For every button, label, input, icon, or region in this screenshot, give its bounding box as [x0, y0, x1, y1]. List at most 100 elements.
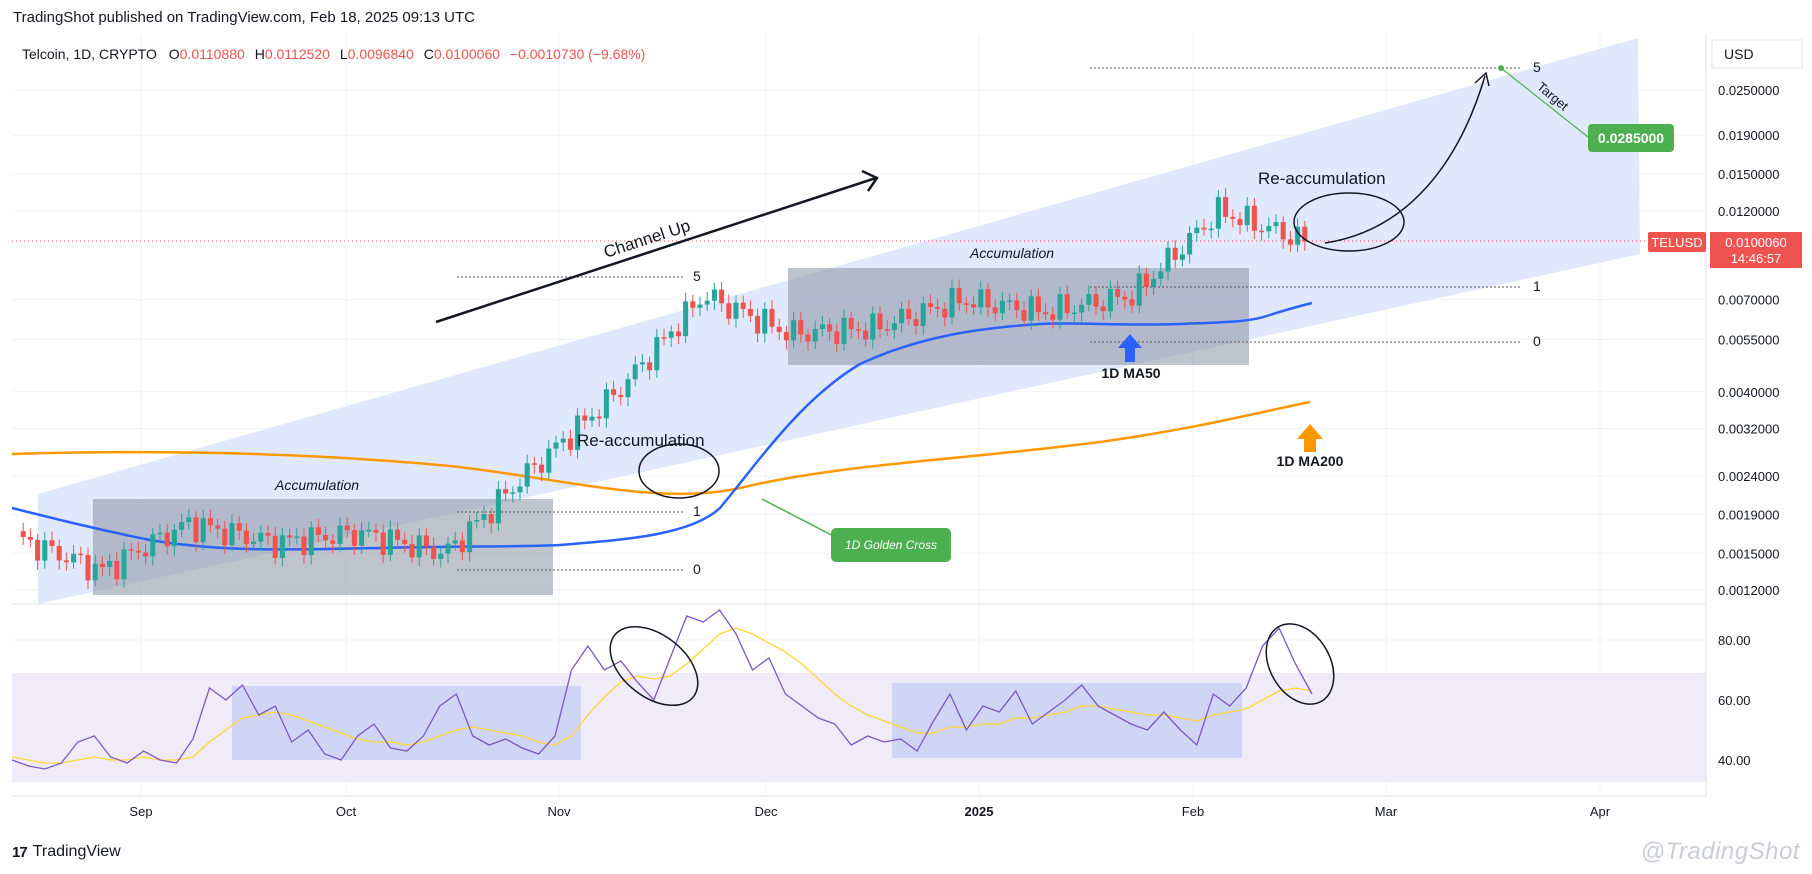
candle-body: [495, 489, 501, 524]
candle-body: [431, 546, 437, 560]
reaccumulation-label-2: Re-accumulation: [1258, 169, 1386, 188]
candle-body: [1136, 273, 1142, 306]
price-tick: 0.0040000: [1718, 385, 1779, 400]
candle-body: [711, 289, 717, 301]
rsi-tick: 60.00: [1718, 693, 1751, 708]
candle-body: [791, 320, 797, 341]
candle-body: [143, 552, 149, 557]
candle-body: [99, 563, 105, 567]
candle-body: [1050, 314, 1056, 320]
price-tag-symbol: [1648, 232, 1706, 252]
candle-body: [978, 289, 984, 308]
channel-up-arrowhead: [861, 169, 879, 192]
fib-b-top: 5: [1533, 59, 1541, 75]
fib-b-zero: 0: [1533, 333, 1541, 349]
price-tick: 0.0012000: [1718, 583, 1779, 598]
candle-body: [906, 308, 912, 320]
fib-a-top: 5: [693, 268, 701, 284]
candle-body: [603, 389, 609, 419]
candle-body: [445, 543, 451, 554]
candle-body: [1273, 222, 1279, 227]
ma200-line: [11, 400, 1311, 496]
legend-c-label: C: [424, 46, 434, 62]
candle-body: [215, 525, 221, 529]
candle-body: [639, 362, 645, 365]
rsi-axis[interactable]: 80.00 60.00 40.00: [1718, 633, 1751, 768]
candle-body: [459, 540, 465, 553]
ma50-label: 1D MA50: [1101, 365, 1160, 381]
candle-body: [301, 536, 307, 556]
candle-body: [899, 308, 905, 324]
time-tick: Sep: [129, 804, 152, 819]
golden-cross-box[interactable]: [831, 528, 951, 562]
candle-body: [128, 549, 134, 551]
golden-cross-text: 1D Golden Cross: [845, 538, 937, 552]
tradingview-logo[interactable]: 17 TradingView: [12, 843, 121, 861]
price-tick: 0.0250000: [1718, 83, 1779, 98]
candle-body: [193, 517, 199, 543]
candle-body: [827, 324, 833, 332]
candle-body: [1122, 296, 1128, 300]
candle-body: [726, 303, 732, 319]
rsi-circle-1: [609, 625, 699, 707]
time-tick: Apr: [1590, 804, 1611, 819]
candle-body: [135, 550, 141, 553]
candle-body: [63, 560, 69, 563]
candle-body: [229, 523, 235, 546]
candle-body: [719, 289, 725, 304]
candle-body: [1079, 304, 1085, 313]
candle-body: [632, 364, 638, 380]
candle-body: [114, 560, 120, 580]
candle-body: [503, 489, 509, 494]
candle-body: [200, 518, 206, 543]
candle-body: [762, 308, 768, 334]
candle-body: [1194, 227, 1200, 234]
candle-body: [1223, 197, 1229, 217]
candle-body: [323, 534, 329, 541]
legend-symbol: Telcoin, 1D, CRYPTO: [22, 46, 157, 62]
currency-button[interactable]: [1711, 39, 1803, 69]
candle-body: [863, 330, 869, 340]
candle-body: [49, 540, 55, 546]
candle-body: [819, 324, 825, 329]
candle-body: [877, 313, 883, 330]
candle-body: [992, 307, 998, 314]
candle-body: [258, 532, 264, 542]
reaccumulation-circle-2: [1293, 192, 1405, 252]
candle-body: [913, 319, 919, 327]
candle-body: [668, 331, 674, 338]
candle-body: [884, 329, 890, 331]
rsi-tick: 80.00: [1718, 633, 1751, 648]
ma200-label: 1D MA200: [1277, 453, 1344, 469]
candle-body: [1014, 300, 1020, 311]
time-tick: 2025: [965, 804, 994, 819]
candle-body: [222, 528, 228, 546]
candle-body: [1179, 254, 1185, 260]
price-tick: 0.0024000: [1718, 469, 1779, 484]
target-price-box[interactable]: [1588, 124, 1674, 152]
candle-body: [920, 303, 926, 327]
candle-body: [805, 334, 811, 342]
price-tag-countdown: 14:46:57: [1731, 251, 1782, 266]
candle-body: [539, 464, 545, 473]
candle-body: [121, 549, 127, 580]
candle-body: [179, 521, 185, 530]
candle-body: [1287, 239, 1293, 245]
candles: [20, 188, 1308, 590]
price-axis[interactable]: 0.0250000 0.0190000 0.0150000 0.0120000 0.00…: [1718, 83, 1779, 598]
candle-body: [366, 529, 372, 532]
candle-body: [416, 535, 422, 558]
candle-body: [251, 541, 257, 545]
price-tick: 0.0120000: [1718, 204, 1779, 219]
accumulation-label-2: Accumulation: [969, 245, 1054, 261]
candle-body: [546, 448, 552, 473]
candle-body: [1043, 312, 1049, 315]
candle-body: [783, 332, 789, 341]
candle-body: [1280, 222, 1286, 240]
candle-body: [294, 536, 300, 539]
candle-body: [517, 486, 523, 493]
chart-legend: Telcoin, 1D, CRYPTO O0.0110880 H0.011252…: [22, 46, 645, 62]
candle-body: [1115, 289, 1121, 297]
time-axis[interactable]: Sep Oct Nov Dec 2025 Feb Mar Apr: [129, 804, 1610, 819]
